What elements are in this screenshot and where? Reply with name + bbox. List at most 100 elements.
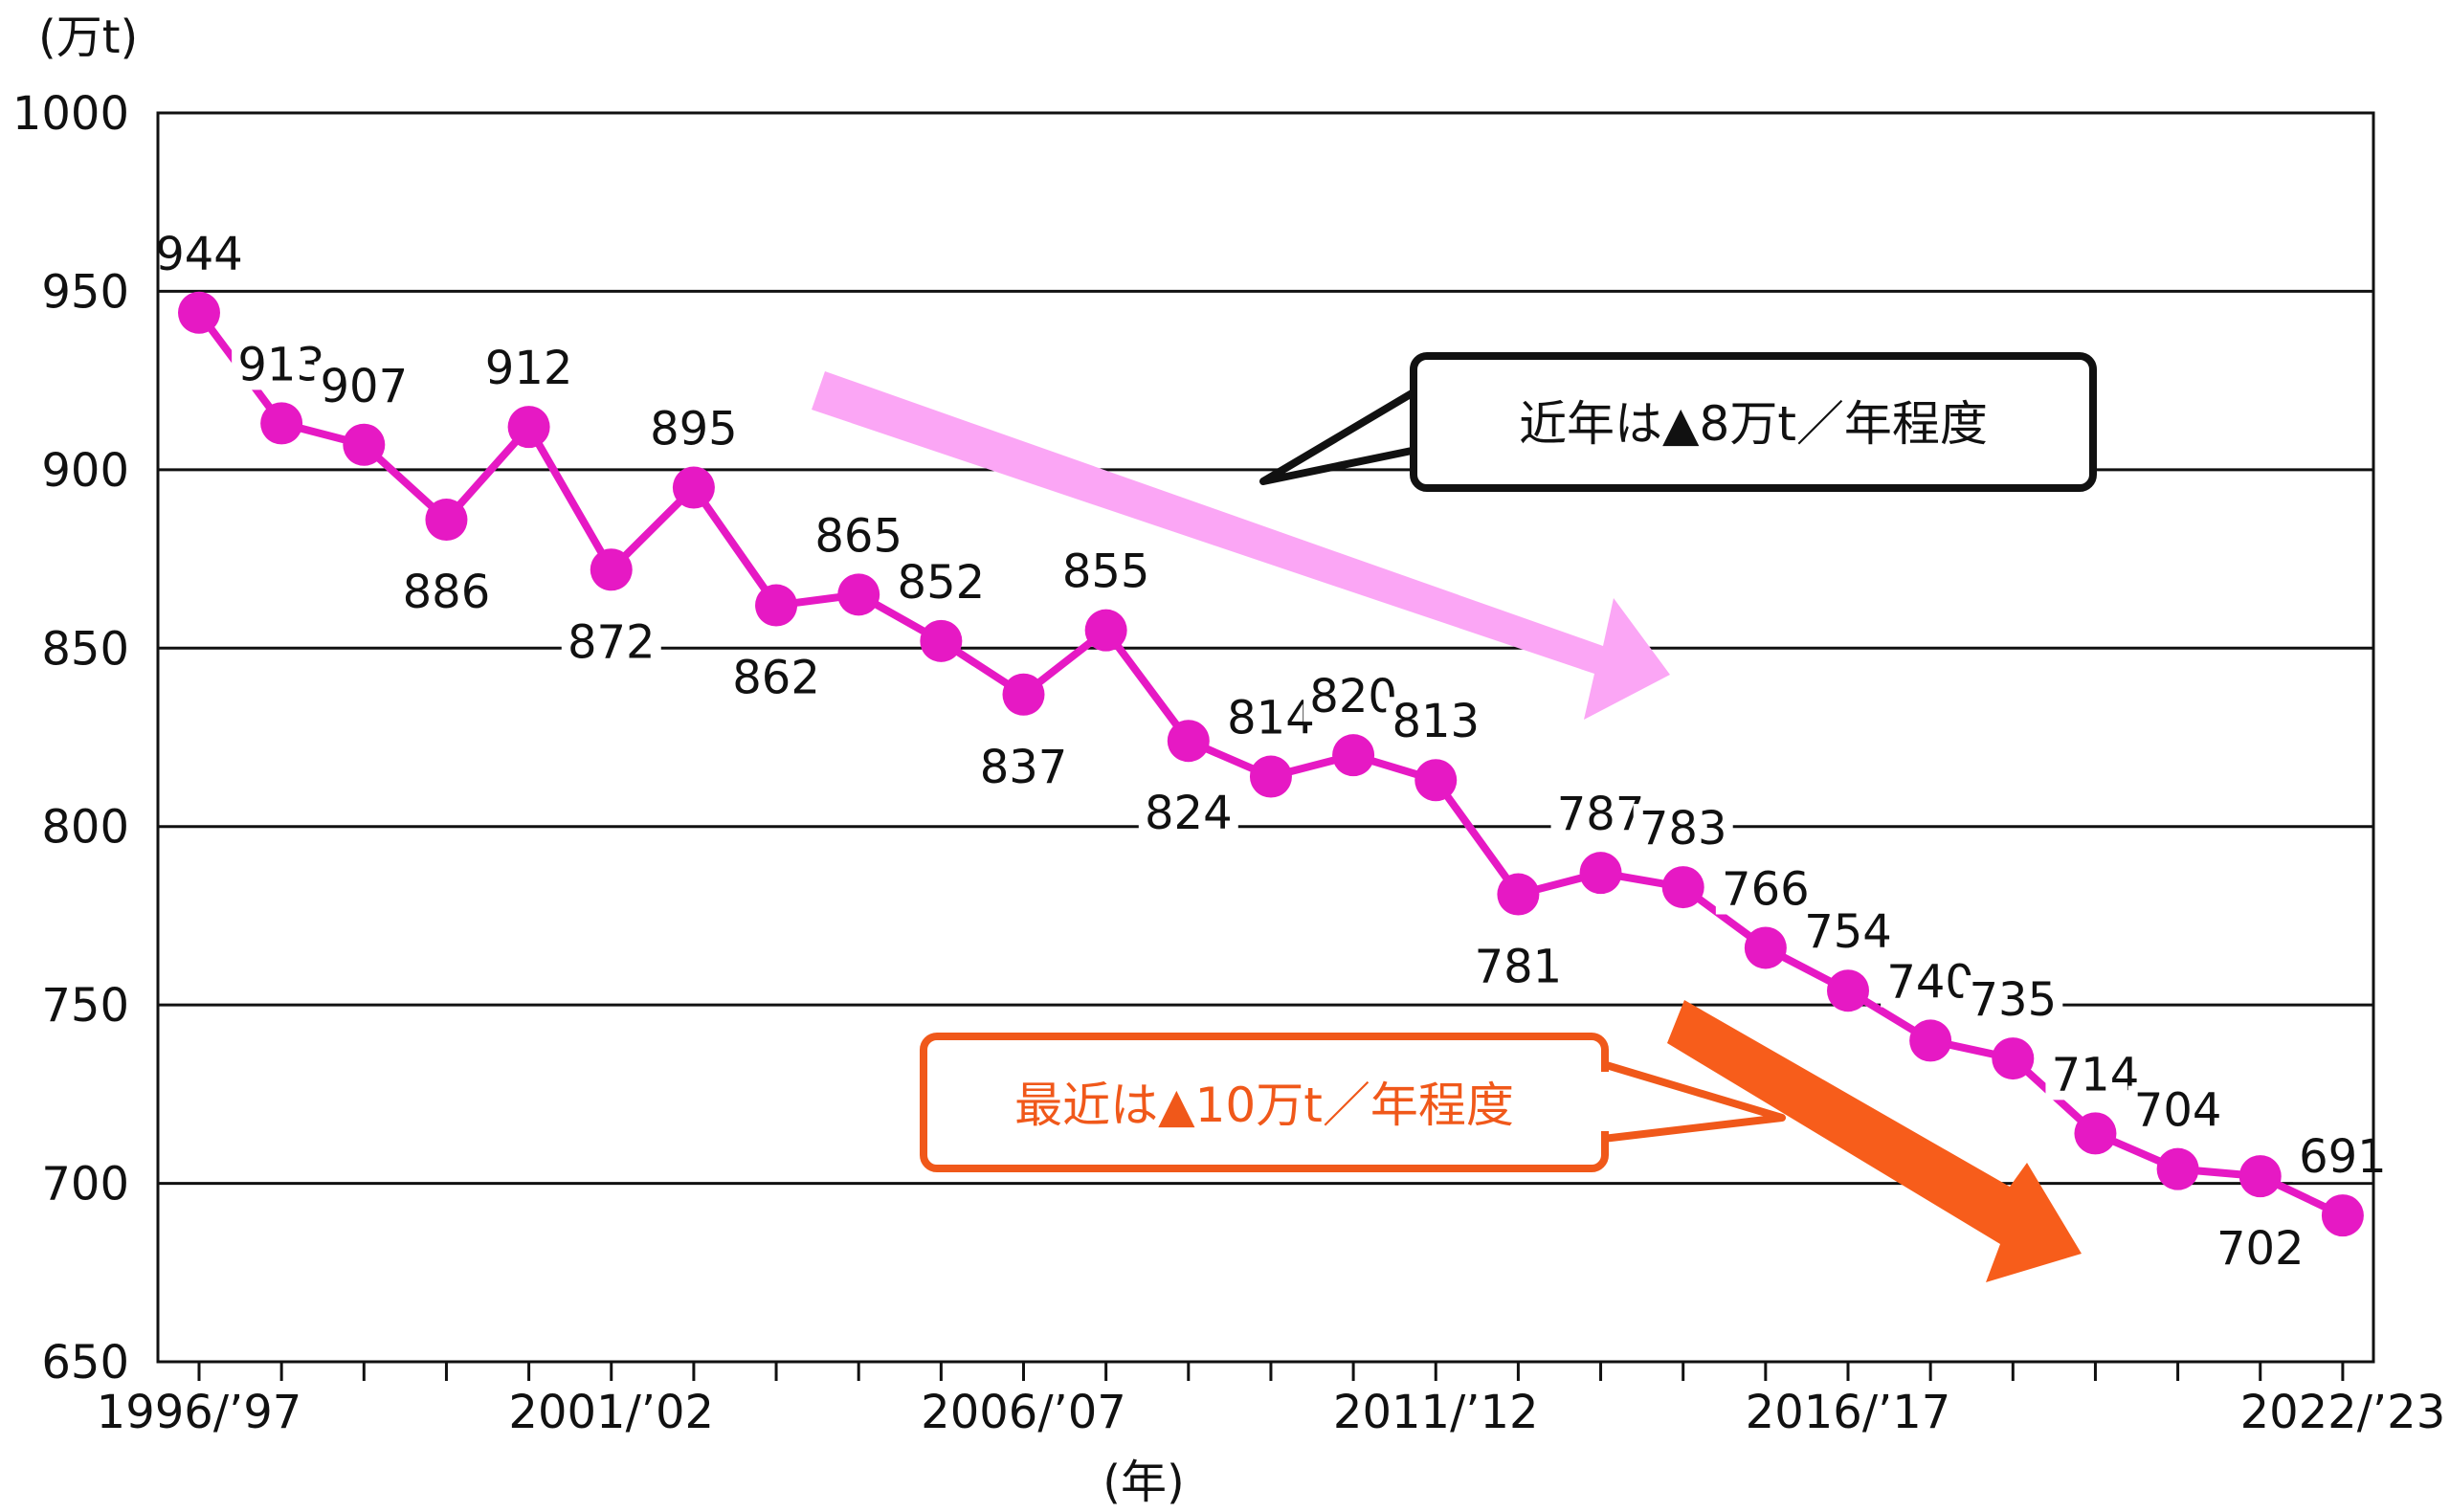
data-point	[1167, 720, 1210, 763]
data-label: 912	[485, 342, 573, 395]
callout-recent-years: 近年は▲8万t／年程度	[1259, 352, 2097, 492]
data-label-bg	[2127, 1085, 2228, 1136]
data-label-bg	[314, 361, 414, 411]
data-point	[425, 499, 468, 542]
data-point	[920, 619, 963, 662]
x-tick-label: 2016/’17	[1746, 1386, 1951, 1439]
data-label: 781	[1475, 941, 1563, 994]
y-tick-label: 950	[41, 265, 129, 319]
y-axis-ticks: 650 700 750 800 850 900 950 1000	[12, 87, 129, 1390]
data-point	[2238, 1155, 2282, 1198]
data-label-bg	[891, 557, 991, 608]
data-point	[1579, 852, 1622, 895]
grid-lines	[158, 289, 2373, 1186]
callout-text-recent-years: 近年は▲8万t／年程度	[1519, 396, 1988, 452]
x-unit-label: (年)	[1102, 1456, 1184, 1509]
y-tick-label: 650	[41, 1336, 129, 1390]
x-tick-label: 2022/’23	[2240, 1386, 2446, 1439]
data-point	[1827, 969, 1869, 1012]
data-point	[178, 291, 220, 334]
data-label-bg	[479, 344, 579, 394]
data-label: 814	[1227, 692, 1315, 745]
data-label-bg	[973, 742, 1074, 792]
callout-latest: 最近は▲10万t／年程度	[920, 1033, 1786, 1172]
data-point	[2156, 1147, 2199, 1190]
data-label-bg	[396, 567, 497, 618]
data-label-bg	[1798, 907, 1898, 958]
data-label-bg	[149, 229, 249, 279]
data-label-bg	[2292, 1132, 2393, 1183]
data-label: 813	[1392, 695, 1480, 748]
data-point	[2074, 1112, 2117, 1155]
data-label: 740	[1886, 955, 1974, 1009]
y-tick-label: 900	[41, 444, 129, 498]
data-label: 855	[1062, 545, 1150, 599]
data-label: 691	[2299, 1130, 2387, 1184]
data-point	[2321, 1194, 2364, 1237]
data-label: 944	[155, 228, 243, 281]
data-point	[1332, 734, 1375, 777]
data-label: 783	[1639, 802, 1727, 856]
data-point	[1992, 1037, 2035, 1080]
data-label: 852	[898, 556, 986, 610]
y-tick-label: 700	[41, 1158, 129, 1212]
data-label-bg	[1633, 804, 1733, 855]
y-tick-label: 800	[41, 801, 129, 855]
data-label: 735	[1969, 973, 2057, 1027]
data-label-bg	[561, 617, 661, 668]
data-point	[590, 548, 633, 591]
data-label-bg	[726, 653, 827, 703]
data-point	[1909, 1019, 1952, 1062]
data-label-bg	[2210, 1224, 2310, 1275]
data-label-bg	[1715, 864, 1815, 915]
data-label: 754	[1804, 905, 1892, 959]
series-points	[178, 291, 2364, 1237]
data-label: 872	[568, 615, 656, 669]
data-point	[260, 402, 303, 445]
data-point	[1084, 609, 1127, 652]
data-point	[343, 423, 386, 466]
data-label: 766	[1722, 862, 1810, 916]
x-tick-label: 2001/’02	[508, 1386, 714, 1439]
trend-arrow-latest	[1667, 1000, 2082, 1282]
x-tick-label: 2006/’07	[921, 1386, 1126, 1439]
data-point	[1002, 673, 1045, 716]
data-point	[1497, 873, 1540, 916]
data-point	[1249, 755, 1292, 798]
data-label: 913	[237, 338, 325, 391]
data-label: 820	[1309, 670, 1397, 723]
data-point	[755, 584, 798, 627]
data-label: 824	[1145, 787, 1233, 840]
data-point	[837, 573, 880, 616]
data-label: 714	[2052, 1048, 2140, 1101]
data-label: 837	[980, 741, 1068, 794]
data-point	[1414, 759, 1458, 802]
data-label: 862	[732, 652, 820, 705]
y-tick-label: 1000	[12, 87, 129, 141]
data-label-bg	[1386, 697, 1486, 747]
y-unit-label: (万t)	[38, 11, 138, 64]
data-label-bg	[1963, 975, 2063, 1026]
y-tick-label: 850	[41, 622, 129, 676]
data-point	[1744, 926, 1787, 969]
data-label-bg	[809, 511, 909, 562]
data-point	[507, 406, 550, 449]
y-tick-label: 750	[41, 979, 129, 1033]
x-tick-label: 1996/’97	[97, 1386, 302, 1439]
data-label: 895	[650, 403, 738, 456]
x-tick-label: 2011/’12	[1333, 1386, 1539, 1439]
data-label: 704	[2134, 1084, 2222, 1138]
plot-frame	[156, 111, 2375, 1364]
data-label: 787	[1557, 788, 1645, 841]
x-axis-ticks: 1996/’97 2001/’02 2006/’07 2011/’12 2016/’17…	[97, 1362, 2446, 1439]
data-label: 907	[320, 360, 408, 413]
data-point	[1661, 866, 1704, 909]
data-label-bg	[1056, 546, 1156, 597]
data-label-bg	[643, 404, 744, 455]
data-point	[672, 466, 715, 509]
data-label: 865	[814, 509, 902, 563]
data-label: 702	[2216, 1222, 2305, 1276]
callout-text-latest: 最近は▲10万t／年程度	[1014, 1078, 1514, 1133]
